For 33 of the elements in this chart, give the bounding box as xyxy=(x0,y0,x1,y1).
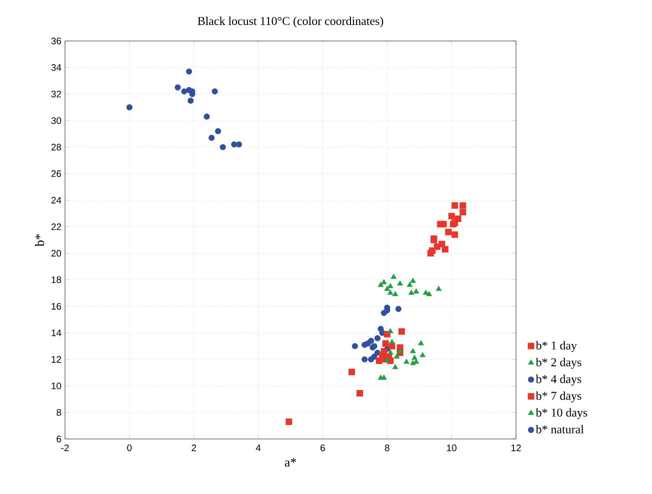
x-tick-label: 8 xyxy=(384,444,390,452)
y-tick-label: 6 xyxy=(56,436,62,442)
y-tick-label: 32 xyxy=(51,90,62,98)
y-tick-label: 30 xyxy=(51,117,62,124)
legend-label: b* 7 days xyxy=(536,391,582,402)
x-tick-label: 2 xyxy=(192,444,196,452)
y-tick-label: 18 xyxy=(52,276,62,284)
x-axis-title: a* xyxy=(284,458,296,467)
y-tick-label: 8 xyxy=(56,409,62,416)
chart-title: Black locust 110°C (color coordinates) xyxy=(198,16,384,28)
legend-label: b* 1 day xyxy=(536,341,577,352)
y-tick-label: 16 xyxy=(52,302,62,310)
y-tick-label: 10 xyxy=(52,382,62,390)
y-tick-label: 26 xyxy=(51,170,62,178)
x-tick-label: 0 xyxy=(127,444,132,452)
x-tick-label: 6 xyxy=(320,444,325,452)
y-tick-label: 12 xyxy=(52,356,62,363)
y-axis-title: b* xyxy=(35,234,44,246)
x-tick-label: 10 xyxy=(447,444,456,452)
legend-label: b* 4 days xyxy=(536,374,582,386)
legend-label: b* 10 days xyxy=(536,408,588,420)
y-tick-label: 20 xyxy=(51,250,62,257)
y-tick-label: 24 xyxy=(51,196,62,204)
x-tick-label: -2 xyxy=(61,444,69,452)
y-tick-label: 28 xyxy=(51,144,62,150)
x-tick-label: 12 xyxy=(511,444,521,452)
x-tick-label: 4 xyxy=(256,444,261,452)
y-tick-label: 22 xyxy=(51,223,62,230)
legend-label: b* 2 days xyxy=(536,358,582,369)
y-tick-label: 14 xyxy=(52,330,62,336)
y-tick-label: 36 xyxy=(51,38,62,44)
y-tick-label: 34 xyxy=(51,64,62,71)
legend-label: b* natural xyxy=(536,425,584,434)
